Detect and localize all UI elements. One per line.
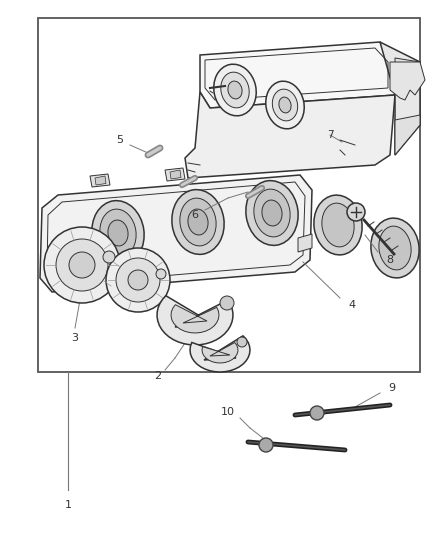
Ellipse shape (262, 200, 282, 226)
Text: 4: 4 (349, 300, 356, 310)
Circle shape (310, 406, 324, 420)
Text: 6: 6 (191, 210, 198, 220)
Ellipse shape (254, 189, 290, 237)
Ellipse shape (246, 181, 298, 245)
Ellipse shape (371, 218, 419, 278)
Polygon shape (390, 62, 425, 100)
Text: 5: 5 (117, 135, 124, 145)
Polygon shape (185, 92, 395, 178)
Circle shape (220, 296, 234, 310)
Text: 2: 2 (155, 371, 162, 381)
Polygon shape (298, 234, 312, 252)
Polygon shape (95, 176, 106, 185)
Text: 1: 1 (64, 500, 71, 510)
Ellipse shape (92, 200, 144, 265)
Circle shape (259, 438, 273, 452)
Text: 7: 7 (327, 130, 333, 140)
Polygon shape (190, 336, 250, 372)
Circle shape (237, 337, 247, 347)
Ellipse shape (188, 209, 208, 235)
Circle shape (156, 269, 166, 279)
Circle shape (128, 270, 148, 290)
Ellipse shape (379, 226, 411, 270)
Polygon shape (171, 305, 219, 333)
Ellipse shape (221, 72, 249, 108)
Ellipse shape (266, 81, 304, 129)
Polygon shape (202, 343, 238, 363)
Text: 9: 9 (389, 383, 396, 393)
Polygon shape (395, 115, 420, 155)
Ellipse shape (214, 64, 256, 116)
Circle shape (103, 251, 115, 263)
Circle shape (56, 239, 108, 291)
Ellipse shape (279, 97, 291, 113)
Polygon shape (90, 174, 110, 187)
Ellipse shape (314, 195, 362, 255)
Circle shape (106, 248, 170, 312)
Circle shape (44, 227, 120, 303)
Text: 8: 8 (386, 255, 394, 265)
Circle shape (116, 258, 160, 302)
Polygon shape (165, 168, 185, 181)
Polygon shape (157, 296, 233, 345)
Ellipse shape (172, 190, 224, 254)
Ellipse shape (272, 89, 298, 121)
Polygon shape (200, 42, 395, 108)
Text: 3: 3 (71, 333, 78, 343)
Polygon shape (40, 175, 312, 292)
Ellipse shape (108, 220, 128, 246)
Text: 10: 10 (221, 407, 235, 417)
Ellipse shape (322, 203, 354, 247)
Ellipse shape (100, 209, 136, 257)
Ellipse shape (180, 198, 216, 246)
Polygon shape (395, 58, 420, 85)
Polygon shape (170, 170, 181, 179)
Polygon shape (380, 42, 420, 155)
Circle shape (69, 252, 95, 278)
Circle shape (347, 203, 365, 221)
Ellipse shape (228, 81, 242, 99)
